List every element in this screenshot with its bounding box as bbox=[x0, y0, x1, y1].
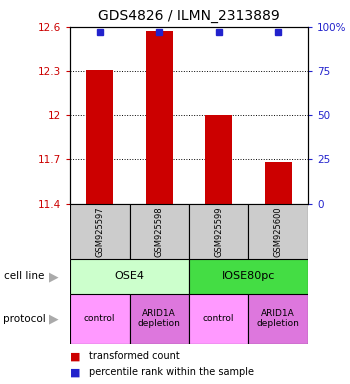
Text: GSM925598: GSM925598 bbox=[155, 206, 164, 257]
Bar bbox=[189, 204, 248, 259]
Text: protocol: protocol bbox=[4, 314, 46, 324]
Text: ARID1A
depletion: ARID1A depletion bbox=[138, 309, 181, 328]
Bar bbox=[189, 259, 308, 294]
Text: IOSE80pc: IOSE80pc bbox=[222, 271, 275, 281]
Text: OSE4: OSE4 bbox=[114, 271, 145, 281]
Bar bbox=[70, 259, 189, 294]
Bar bbox=[248, 294, 308, 344]
Bar bbox=[70, 294, 130, 344]
Bar bbox=[205, 115, 232, 204]
Bar bbox=[189, 294, 248, 344]
Text: GSM925597: GSM925597 bbox=[95, 206, 104, 257]
Title: GDS4826 / ILMN_2313889: GDS4826 / ILMN_2313889 bbox=[98, 9, 280, 23]
Bar bbox=[248, 204, 308, 259]
Text: ■: ■ bbox=[70, 367, 80, 377]
Text: control: control bbox=[84, 314, 116, 323]
Text: ▶: ▶ bbox=[49, 270, 59, 283]
Text: ■: ■ bbox=[70, 351, 80, 361]
Bar bbox=[130, 294, 189, 344]
Text: ▶: ▶ bbox=[49, 312, 59, 325]
Text: cell line: cell line bbox=[4, 271, 44, 281]
Text: transformed count: transformed count bbox=[89, 351, 180, 361]
Bar bbox=[130, 204, 189, 259]
Text: ARID1A
depletion: ARID1A depletion bbox=[257, 309, 300, 328]
Text: GSM925600: GSM925600 bbox=[274, 206, 283, 257]
Text: control: control bbox=[203, 314, 235, 323]
Bar bbox=[265, 162, 292, 204]
Text: percentile rank within the sample: percentile rank within the sample bbox=[89, 367, 254, 377]
Bar bbox=[86, 70, 113, 204]
Text: GSM925599: GSM925599 bbox=[214, 206, 223, 257]
Bar bbox=[146, 31, 173, 204]
Bar bbox=[70, 204, 130, 259]
